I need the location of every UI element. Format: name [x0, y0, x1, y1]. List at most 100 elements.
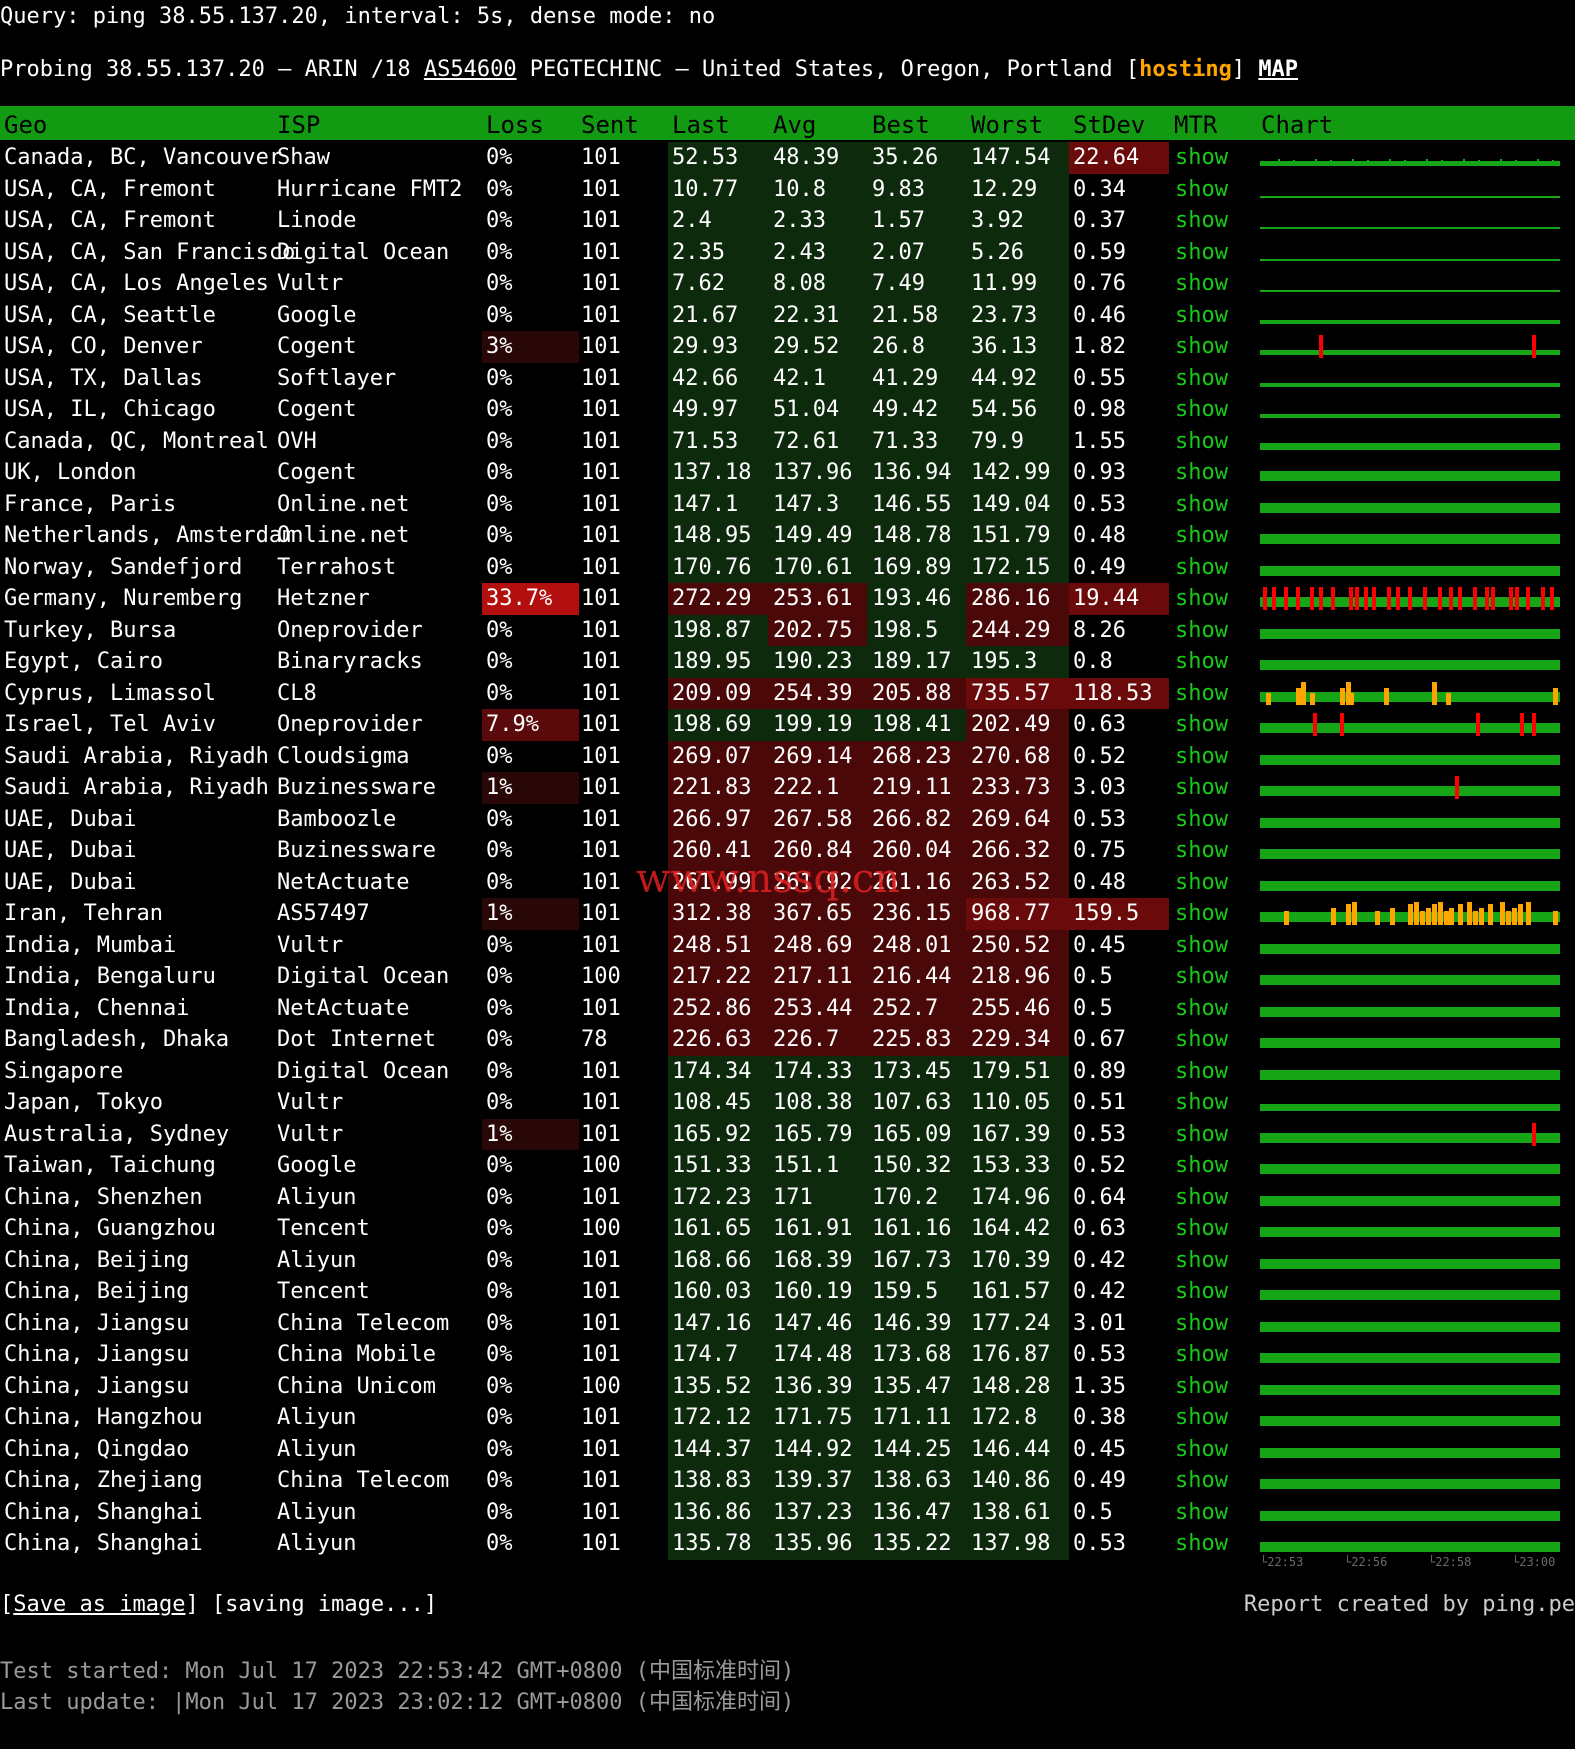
mtr-show-link[interactable]: show	[1175, 995, 1228, 1021]
stdev-cell: 0.37	[1073, 208, 1126, 233]
avg-cell: 161.91	[768, 1213, 872, 1245]
jitter-mark	[1285, 162, 1287, 166]
mtr-show-link[interactable]: show	[1175, 680, 1228, 706]
loss-cell: 0%	[486, 491, 513, 517]
stdev-cell: 0.46	[1073, 302, 1126, 328]
mtr-show-link[interactable]: show	[1175, 1310, 1228, 1336]
isp-cell: Tencent	[277, 1279, 370, 1304]
mtr-show-link[interactable]: show	[1175, 334, 1228, 359]
jitter-mark	[1544, 162, 1546, 166]
mtr-show-link[interactable]: show	[1175, 1499, 1228, 1525]
isp-cell: Terrahost	[277, 554, 397, 580]
save-open: [	[0, 1592, 14, 1617]
avg-cell: 165.79	[768, 1118, 872, 1150]
mtr-show-link[interactable]: show	[1175, 1279, 1228, 1304]
latency-spike-mark	[1432, 681, 1437, 705]
mtr-show-link[interactable]: show	[1175, 806, 1228, 832]
mtr-show-link[interactable]: show	[1175, 1090, 1228, 1115]
sparkline-svg	[1260, 1258, 1560, 1269]
mtr-show-link[interactable]: show	[1175, 1121, 1228, 1147]
mtr-show-link[interactable]: show	[1175, 649, 1228, 674]
latency-sparkline	[1260, 1060, 1560, 1083]
mtr-show-link[interactable]: show	[1175, 1405, 1228, 1430]
mtr-show-link[interactable]: show	[1175, 617, 1228, 643]
mtr-show-link[interactable]: show	[1175, 901, 1228, 926]
avg-cell: 2.43	[768, 236, 872, 268]
mtr-show-link[interactable]: show	[1175, 586, 1228, 611]
table-row: UAE, Dubai Bamboozle 0% 101 266.97 267.58 266.…	[0, 803, 1575, 835]
last-cell: 147.1	[668, 488, 772, 520]
mtr-show-link[interactable]: show	[1175, 239, 1228, 265]
avg-cell: 29.52	[768, 331, 872, 363]
best-cell: 165.09	[867, 1118, 971, 1150]
mtr-show-link[interactable]: show	[1175, 869, 1228, 895]
latency-sparkline	[1260, 1249, 1560, 1272]
mtr-show-link[interactable]: show	[1175, 1153, 1228, 1178]
loss-cell: 0%	[486, 523, 513, 548]
loss-cell: 0%	[486, 1184, 513, 1210]
avg-cell: 170.61	[768, 551, 872, 583]
mtr-show-link[interactable]: show	[1175, 176, 1228, 202]
mtr-show-link[interactable]: show	[1175, 1342, 1228, 1367]
latency-baseline	[1260, 817, 1560, 828]
mtr-show-link[interactable]: show	[1175, 428, 1228, 454]
isp-cell: Cogent	[277, 397, 357, 422]
mtr-show-link[interactable]: show	[1175, 1373, 1228, 1399]
mtr-show-link[interactable]: show	[1175, 838, 1228, 863]
mtr-show-link[interactable]: show	[1175, 1184, 1228, 1210]
best-cell: 107.63	[867, 1087, 971, 1119]
last-cell: 269.07	[668, 740, 772, 772]
latency-baseline	[1260, 849, 1560, 859]
worst-cell: 195.3	[966, 646, 1069, 678]
mtr-show-link[interactable]: show	[1175, 271, 1228, 296]
geo-cell: China, Beijing	[4, 1279, 190, 1304]
sparkline-svg	[1260, 1006, 1560, 1017]
mtr-show-link[interactable]: show	[1175, 1058, 1228, 1084]
mtr-show-link[interactable]: show	[1175, 775, 1228, 800]
loss-cell: 1%	[482, 1118, 579, 1150]
isp-cell: Digital Ocean	[277, 1058, 450, 1084]
mtr-show-link[interactable]: show	[1175, 554, 1228, 580]
stdev-cell: 0.93	[1073, 460, 1126, 485]
mtr-show-link[interactable]: show	[1175, 712, 1228, 737]
sparkline-svg	[1260, 901, 1560, 925]
mtr-show-link[interactable]: show	[1175, 491, 1228, 517]
mtr-show-link[interactable]: show	[1175, 743, 1228, 769]
geo-cell: China, Jiangsu	[4, 1310, 190, 1336]
mtr-show-link[interactable]: show	[1175, 365, 1228, 391]
packet-loss-mark	[1455, 774, 1459, 799]
latency-baseline	[1260, 227, 1560, 229]
avg-cell: 260.84	[768, 835, 872, 867]
mtr-show-link[interactable]: show	[1175, 1531, 1228, 1556]
geo-cell: USA, CA, Fremont	[4, 208, 216, 233]
mtr-show-link[interactable]: show	[1175, 964, 1228, 989]
mtr-show-link[interactable]: show	[1175, 523, 1228, 548]
mtr-show-link[interactable]: show	[1175, 302, 1228, 328]
sent-cell: 101	[581, 1279, 621, 1304]
col-isp: ISP	[277, 111, 321, 139]
latency-baseline	[1260, 786, 1560, 796]
map-link[interactable]: MAP	[1258, 57, 1299, 82]
probe-middle: PEGTECHINC – United States, Oregon, Port…	[516, 57, 1140, 82]
mtr-show-link[interactable]: show	[1175, 208, 1228, 233]
mtr-show-link[interactable]: show	[1175, 932, 1228, 958]
stdev-cell: 0.63	[1073, 712, 1126, 737]
table-row: Germany, Nuremberg Hetzner 33.7% 101 272.29 2…	[0, 583, 1575, 615]
avg-cell: 72.61	[768, 425, 872, 457]
mtr-show-link[interactable]: show	[1175, 1468, 1228, 1493]
mtr-show-link[interactable]: show	[1175, 1027, 1228, 1052]
latency-baseline	[1260, 442, 1560, 450]
mtr-show-link[interactable]: show	[1175, 397, 1228, 422]
latency-baseline	[1260, 975, 1560, 985]
mtr-show-link[interactable]: show	[1175, 1216, 1228, 1241]
mtr-show-link[interactable]: show	[1175, 460, 1228, 485]
mtr-show-link[interactable]: show	[1175, 1247, 1228, 1273]
sent-cell: 101	[581, 1184, 621, 1210]
asn-link[interactable]: AS54600	[423, 57, 517, 82]
stdev-cell: 0.53	[1073, 491, 1126, 517]
save-image-link[interactable]: Save as image	[13, 1592, 186, 1617]
mtr-show-link[interactable]: show	[1175, 145, 1228, 170]
loss-cell: 0%	[486, 239, 513, 265]
latency-sparkline	[1260, 965, 1560, 988]
mtr-show-link[interactable]: show	[1175, 1436, 1228, 1462]
